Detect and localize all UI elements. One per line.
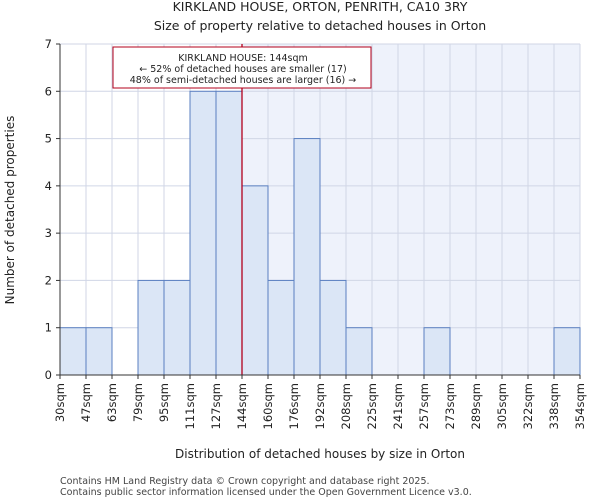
bar-127sqm — [215, 90, 243, 376]
bar-30sqm — [59, 327, 87, 376]
marker-annotation: KIRKLAND HOUSE: 144sqm ← 52% of detached… — [112, 46, 372, 89]
bar-257sqm — [423, 327, 451, 376]
x-tick-label: 289sqm — [469, 383, 483, 429]
annotation-line-3: 48% of semi-detached houses are larger (… — [130, 75, 357, 86]
x-tick-label: 30sqm — [53, 383, 67, 422]
y-tick-label: 2 — [45, 273, 52, 287]
bar-47sqm — [85, 327, 113, 376]
x-tick-label: 257sqm — [417, 383, 431, 429]
annotation-line-1: KIRKLAND HOUSE: 144sqm — [178, 53, 308, 64]
bar-144sqm — [241, 185, 269, 376]
x-axis-label: Distribution of detached houses by size … — [175, 447, 465, 461]
x-tick-label: 225sqm — [365, 383, 379, 429]
annotation-line-2: ← 52% of detached houses are smaller (17… — [139, 64, 346, 75]
y-tick-label: 6 — [45, 84, 52, 98]
x-tick-label: 305sqm — [495, 383, 509, 429]
x-tick-label: 95sqm — [157, 383, 171, 422]
footer-line-1: Contains HM Land Registry data © Crown c… — [60, 476, 430, 487]
y-tick-label: 5 — [45, 132, 52, 146]
y-axis-label: Number of detached properties — [3, 116, 17, 305]
x-tick-label: 160sqm — [261, 383, 275, 429]
bar-208sqm — [345, 327, 373, 376]
x-tick-label: 241sqm — [391, 383, 405, 429]
x-tick-label: 111sqm — [183, 383, 197, 429]
x-tick-label: 176sqm — [287, 383, 301, 429]
bar-111sqm — [189, 90, 217, 376]
bar-192sqm — [319, 279, 347, 376]
bar-160sqm — [267, 279, 295, 376]
x-tick-label: 322sqm — [521, 383, 535, 429]
bar-79sqm — [137, 279, 165, 376]
chart-title: KIRKLAND HOUSE, ORTON, PENRITH, CA10 3RY — [173, 0, 468, 14]
x-tick-label: 338sqm — [547, 383, 561, 429]
x-tick-label: 144sqm — [235, 383, 249, 429]
x-tick-label: 192sqm — [313, 383, 327, 429]
x-tick-label: 273sqm — [443, 383, 457, 429]
bar-95sqm — [163, 279, 191, 376]
y-tick-label: 1 — [45, 321, 52, 335]
annotation-box — [112, 46, 372, 89]
x-tick-label: 79sqm — [131, 383, 145, 422]
bar-176sqm — [293, 138, 321, 376]
y-tick-label: 4 — [45, 179, 52, 193]
footer-line-2: Contains public sector information licen… — [60, 487, 472, 498]
chart-subtitle: Size of property relative to detached ho… — [154, 18, 486, 33]
x-tick-label: 208sqm — [339, 383, 353, 429]
y-tick-label: 0 — [45, 368, 52, 382]
x-tick-label: 47sqm — [79, 383, 93, 422]
bar-338sqm — [553, 327, 581, 376]
x-tick-label: 63sqm — [105, 383, 119, 422]
x-tick-label: 354sqm — [573, 383, 587, 429]
y-tick-label: 7 — [45, 37, 52, 51]
y-tick-label: 3 — [45, 226, 52, 240]
x-tick-label: 127sqm — [209, 383, 223, 429]
